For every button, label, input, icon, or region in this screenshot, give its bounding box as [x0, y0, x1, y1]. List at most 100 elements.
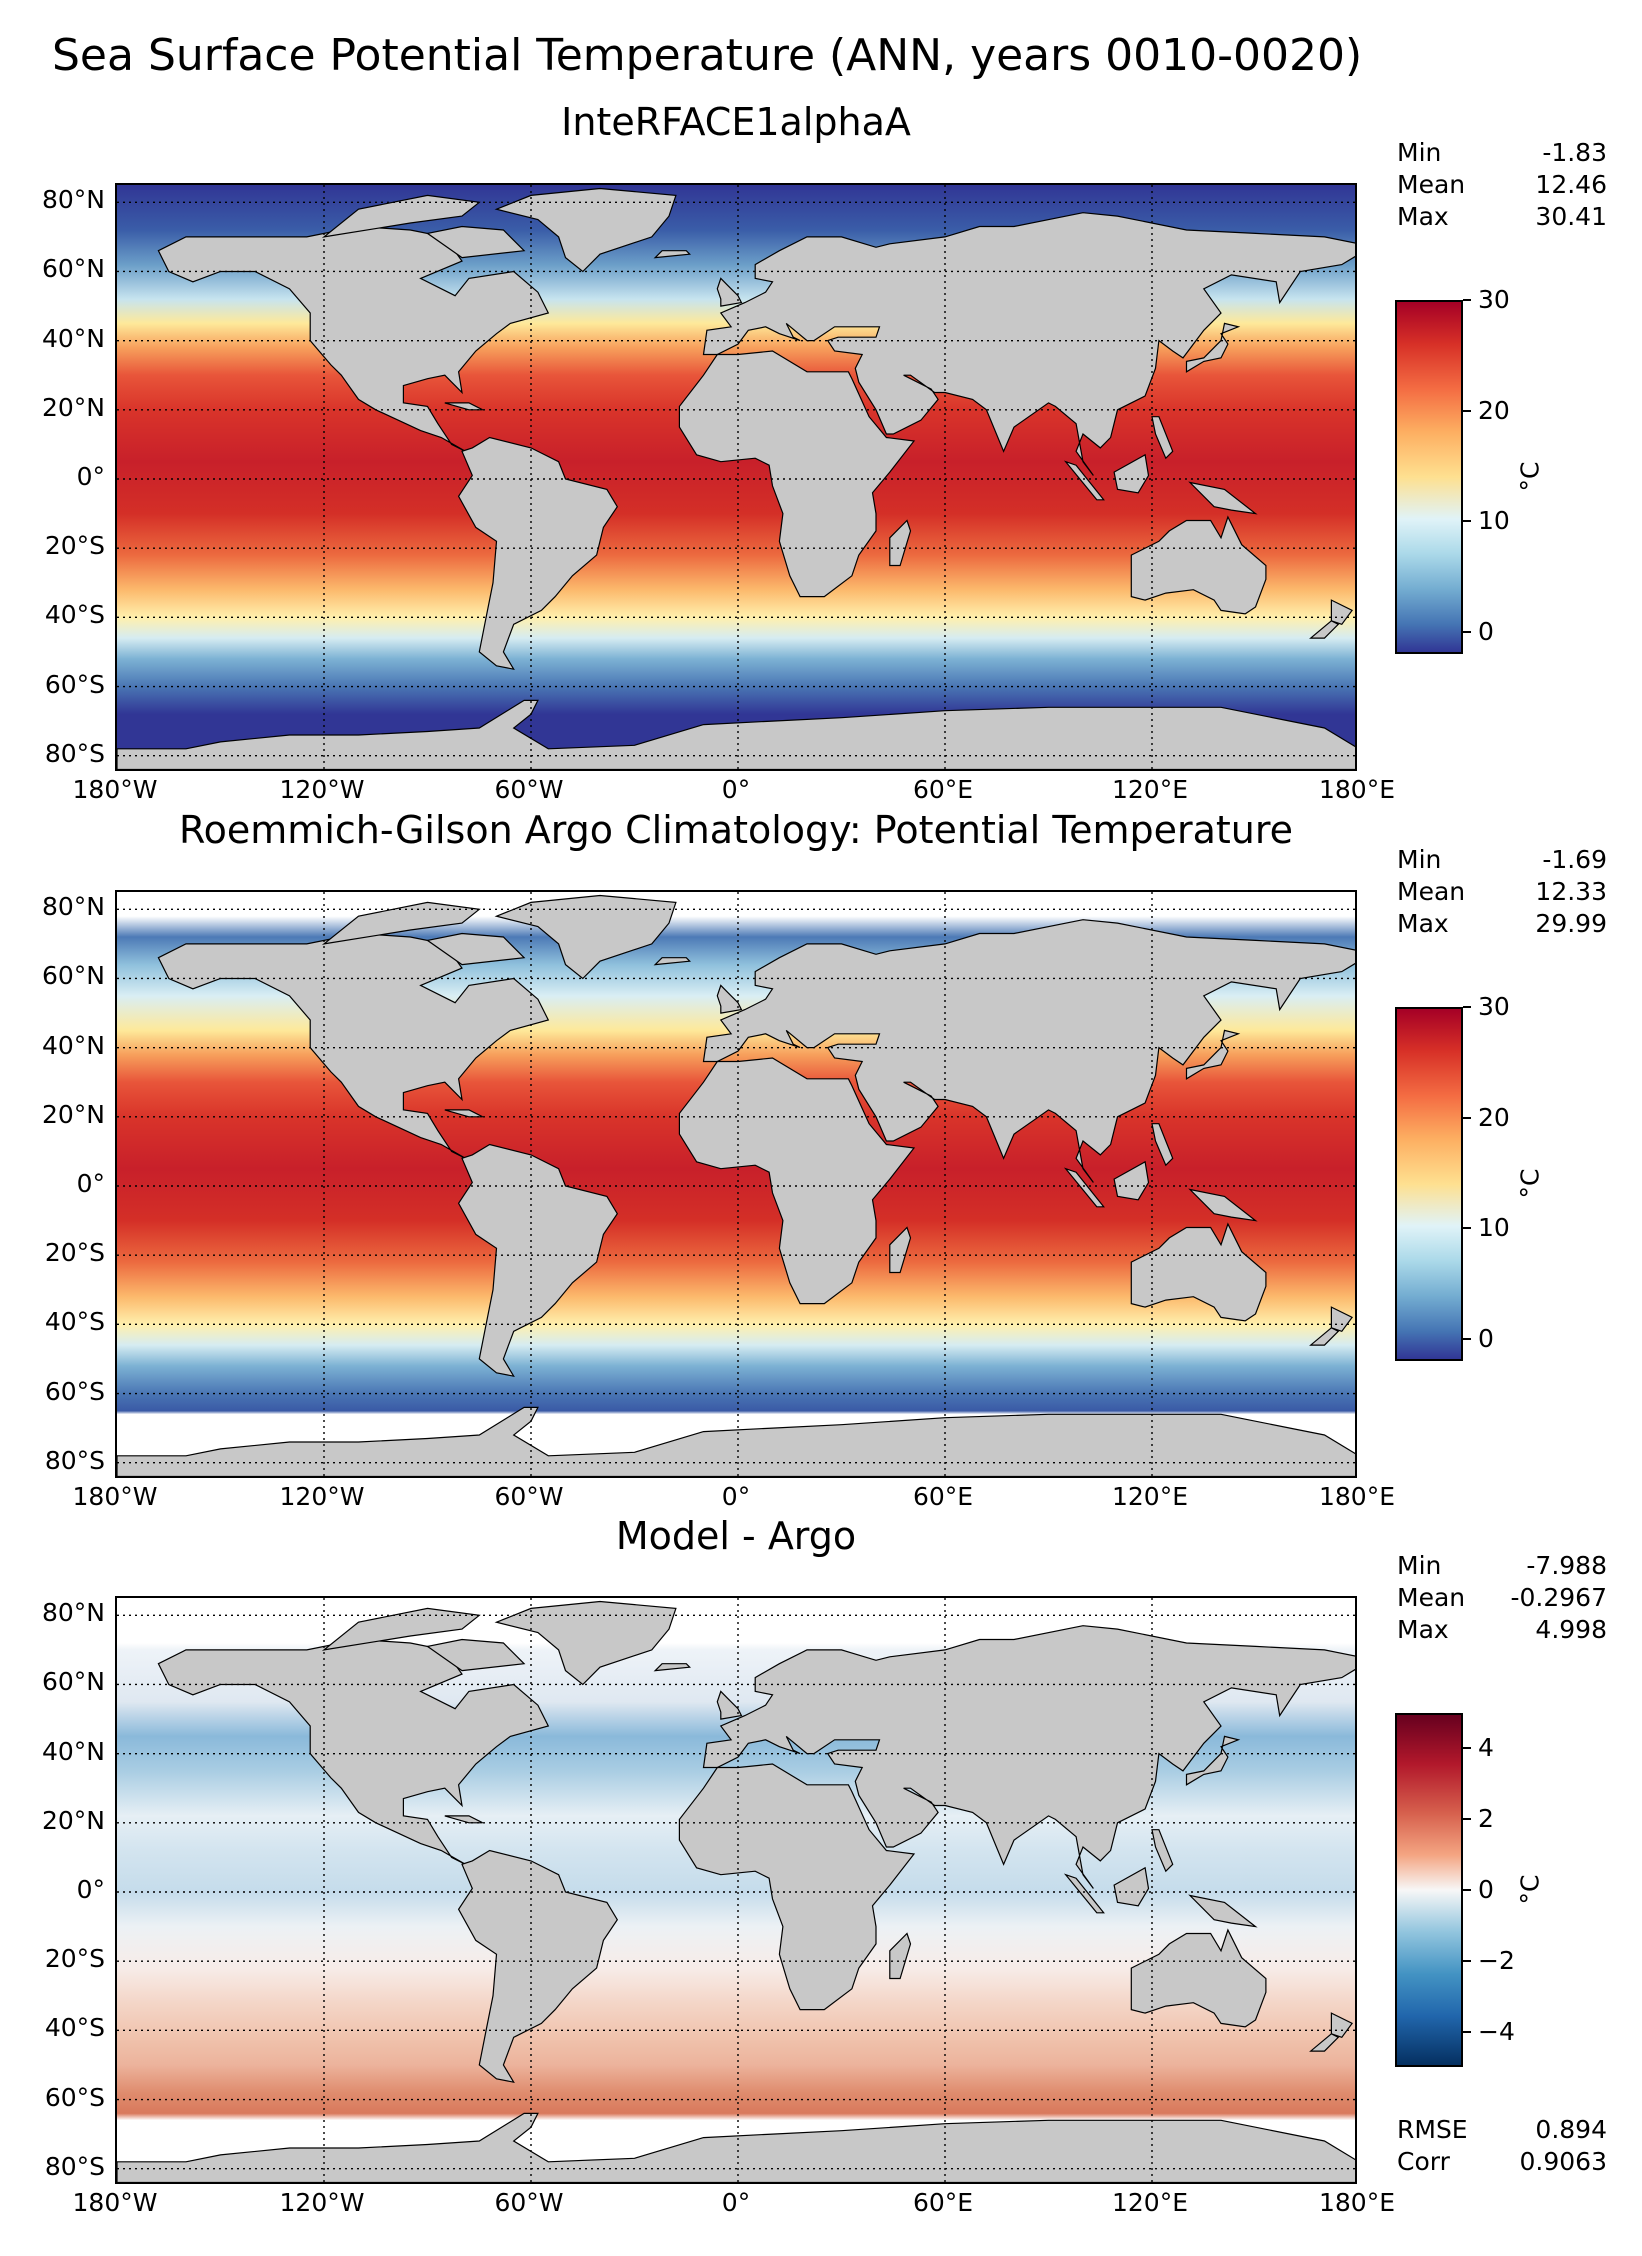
land-arctic-islands: [321, 194, 481, 238]
longitude-tick-label: 60°W: [494, 2188, 564, 2217]
latitude-tick-label: 60°S: [44, 669, 105, 699]
latitude-tick-label: 40°N: [41, 1030, 105, 1060]
land-sumatra: [1063, 1167, 1105, 1208]
stat-row: Max 29.99: [1397, 908, 1607, 940]
colorbar: [1395, 300, 1463, 654]
panel-subtitle: Model - Argo: [615, 1514, 857, 1558]
panel-extra-stats: RMSE 0.894 Corr 0.9063: [1397, 2114, 1607, 2178]
longitude-tick-label: 120°E: [1111, 2188, 1189, 2217]
map-panel: [115, 1596, 1357, 2184]
land-uk: [716, 277, 743, 307]
latitude-tick-label: 80°S: [44, 738, 105, 768]
map-svg: [117, 1598, 1355, 2182]
land-arctic-islands: [321, 1607, 481, 1651]
map-svg: [117, 185, 1355, 769]
stat-row: Max 4.998: [1397, 1614, 1607, 1646]
longitude-tick-label: 120°W: [279, 1482, 365, 1511]
stat-row: Corr 0.9063: [1397, 2146, 1607, 2178]
land-cuba: [444, 1815, 483, 1824]
land-greenland: [494, 1600, 677, 1686]
latitude-tick-label: 60°N: [41, 961, 105, 991]
stat-value: 4.998: [1535, 1615, 1607, 1644]
land-arctic-islands: [321, 901, 481, 945]
stat-label: Mean: [1397, 877, 1466, 906]
land-indonesia-borneo: [1113, 453, 1150, 494]
latitude-tick-label: 40°N: [41, 1736, 105, 1766]
latitude-tick-label: 20°N: [41, 1805, 105, 1835]
land-madagascar: [889, 1226, 912, 1274]
land-new-zealand: [1330, 599, 1354, 626]
land-iceland: [653, 957, 691, 966]
land-baffin: [426, 225, 526, 259]
land-japan: [1185, 1735, 1241, 1786]
map-panel: [115, 890, 1357, 1478]
colorbar-tick-mark: [1463, 1747, 1471, 1750]
stat-row: Mean -0.2967: [1397, 1582, 1607, 1614]
stat-value: 29.99: [1535, 909, 1607, 938]
latitude-tick-label: 20°S: [44, 531, 105, 561]
land-new-guinea: [1188, 1188, 1258, 1222]
longitude-tick-label: 60°W: [494, 1482, 564, 1511]
colorbar-tick-label: 30: [1478, 992, 1510, 1021]
longitude-tick-label: 0°: [721, 2188, 751, 2217]
longitude-tick-label: 120°W: [279, 2188, 365, 2217]
stat-label: Min: [1397, 845, 1442, 874]
latitude-tick-label: 0°: [76, 1875, 105, 1904]
latitude-tick-label: 60°N: [41, 1667, 105, 1697]
land-africa: [678, 350, 916, 598]
colorbar-tick-mark: [1463, 1889, 1471, 1891]
stat-label: Max: [1397, 202, 1449, 231]
land-new-zealand-s: [1309, 1327, 1340, 1346]
latitude-tick-label: 20°S: [44, 1238, 105, 1268]
stat-value: 12.33: [1535, 877, 1607, 906]
land-indonesia-borneo: [1113, 1866, 1150, 1907]
colorbar-tick-label: 20: [1478, 395, 1510, 425]
latitude-tick-label: 80°N: [41, 185, 105, 215]
longitude-tick-label: 180°W: [72, 775, 158, 804]
latitude-tick-label: 80°N: [41, 1598, 105, 1628]
colorbar-tick-mark: [1463, 1959, 1471, 1962]
longitude-tick-label: 180°W: [72, 2188, 158, 2217]
latitude-tick-label: 80°S: [44, 2151, 105, 2181]
land-philippines: [1151, 1829, 1174, 1873]
colorbar-tick-label: 30: [1478, 285, 1510, 314]
longitude-tick-label: 60°E: [912, 1482, 974, 1511]
longitude-tick-label: 0°: [721, 1482, 751, 1511]
stat-value: -7.988: [1526, 1551, 1607, 1580]
land-south-america: [457, 436, 619, 671]
stat-label: Mean: [1397, 1583, 1466, 1612]
land-new-guinea: [1188, 481, 1258, 515]
colorbar: [1395, 1713, 1463, 2067]
land-uk: [716, 984, 743, 1014]
land-philippines: [1151, 416, 1174, 460]
land-north-america: [157, 1638, 550, 1865]
land-north-america: [157, 932, 550, 1159]
latitude-tick-label: 60°N: [41, 254, 105, 284]
land-new-zealand-s: [1309, 2033, 1340, 2052]
longitude-tick-label: 180°E: [1318, 2188, 1396, 2217]
land-baffin: [426, 932, 526, 966]
land-eurasia: [702, 1625, 1355, 1889]
stat-row: Mean 12.33: [1397, 876, 1607, 908]
longitude-tick-label: 120°W: [279, 775, 365, 804]
latitude-tick-label: 80°S: [44, 1445, 105, 1475]
colorbar-tick-label: 4: [1478, 1733, 1494, 1763]
colorbar-tick-label: 0: [1478, 616, 1494, 646]
latitude-tick-label: 40°S: [44, 1307, 105, 1337]
land-greenland: [494, 187, 677, 273]
land-madagascar: [889, 1932, 912, 1980]
land-eurasia: [702, 212, 1355, 476]
stat-row: RMSE 0.894: [1397, 2114, 1607, 2146]
longitude-tick-label: 180°E: [1318, 775, 1396, 804]
colorbar-tick-mark: [1463, 1116, 1471, 1119]
colorbar-tick-mark: [1463, 1227, 1471, 1230]
longitude-tick-label: 60°E: [912, 2188, 974, 2217]
latitude-tick-label: 40°N: [41, 323, 105, 353]
stat-label: Min: [1397, 1551, 1442, 1580]
land-south-america: [457, 1143, 619, 1378]
colorbar-tick-label: 2: [1478, 1804, 1494, 1834]
land-north-america: [157, 225, 550, 452]
colorbar-tick-mark: [1463, 409, 1471, 412]
stat-label: Max: [1397, 1615, 1449, 1644]
latitude-tick-label: 20°S: [44, 1944, 105, 1974]
